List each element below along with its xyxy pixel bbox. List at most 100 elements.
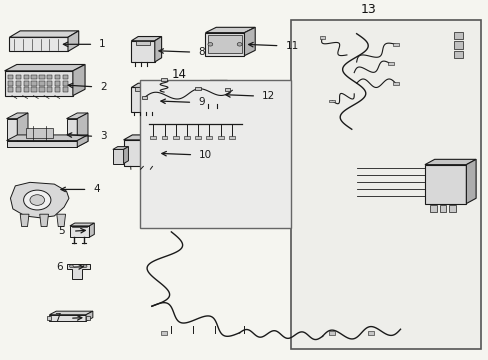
Text: 8: 8 [198,47,204,57]
Polygon shape [66,113,88,119]
Polygon shape [73,64,85,96]
Bar [140,80,290,228]
Bar [429,204,436,212]
Bar [217,136,223,139]
Text: 4: 4 [93,184,100,194]
Polygon shape [131,41,155,62]
Bar [183,136,189,139]
Polygon shape [123,147,128,163]
Polygon shape [4,64,85,71]
Bar [39,87,44,92]
Bar [55,87,60,92]
Bar [195,87,201,90]
Text: 3: 3 [100,131,106,141]
Bar [8,75,13,79]
Bar [150,136,156,139]
Bar [172,136,178,139]
Bar [55,75,60,79]
Bar [208,36,241,53]
Text: 11: 11 [285,41,298,51]
Bar [47,81,52,86]
Bar [161,78,166,81]
Bar [39,81,44,86]
Polygon shape [70,223,94,226]
Bar [161,136,167,139]
Bar [290,19,480,349]
Polygon shape [68,31,79,51]
Bar [367,331,373,334]
Bar [387,62,393,65]
Polygon shape [4,71,73,96]
Polygon shape [40,214,48,226]
Text: 12: 12 [262,91,275,101]
Polygon shape [123,135,165,140]
Polygon shape [9,37,68,51]
Text: 2: 2 [100,82,106,92]
Polygon shape [131,36,161,41]
Bar [16,81,21,86]
Text: 1: 1 [99,39,105,49]
Bar [453,41,462,49]
Bar [329,99,334,102]
Polygon shape [424,159,475,165]
Circle shape [30,195,44,205]
Bar [31,75,37,79]
Circle shape [237,42,242,46]
Bar [448,204,455,212]
Bar [31,87,37,92]
Bar [392,43,398,46]
Polygon shape [66,119,77,147]
Bar [26,128,53,138]
Bar [453,51,462,58]
Bar [206,90,211,101]
Bar [47,316,51,320]
Text: 7: 7 [54,313,61,323]
Polygon shape [6,119,17,147]
Polygon shape [77,135,88,147]
Bar [62,75,68,79]
Bar [195,136,201,139]
Bar [55,81,60,86]
Bar [62,87,68,92]
Polygon shape [113,147,128,149]
Bar [228,136,234,139]
Polygon shape [9,31,79,37]
Bar [161,331,166,334]
Polygon shape [221,80,227,104]
Text: 6: 6 [56,262,63,272]
Bar [329,331,334,334]
Text: 5: 5 [58,226,65,236]
Bar [39,75,44,79]
Bar [16,87,21,92]
Circle shape [83,265,87,267]
Polygon shape [123,140,157,166]
Bar [86,316,90,320]
Polygon shape [77,113,88,147]
Bar [23,87,29,92]
Text: 10: 10 [199,150,212,160]
Polygon shape [155,36,161,62]
Circle shape [69,265,73,267]
Polygon shape [6,140,77,147]
Polygon shape [6,135,88,140]
Polygon shape [205,27,255,33]
Polygon shape [205,33,244,56]
Bar [206,136,212,139]
Bar [8,87,13,92]
Polygon shape [6,113,28,119]
Polygon shape [204,80,227,84]
Polygon shape [131,83,163,87]
Bar [224,88,230,91]
Bar [214,90,219,101]
Bar [47,75,52,79]
Polygon shape [157,83,163,112]
Circle shape [207,42,212,46]
Polygon shape [10,183,69,218]
Polygon shape [113,149,123,163]
Polygon shape [49,315,86,321]
Polygon shape [424,165,466,203]
Text: 13: 13 [360,3,376,16]
Bar [142,96,147,99]
Polygon shape [49,311,93,315]
Polygon shape [57,214,65,226]
